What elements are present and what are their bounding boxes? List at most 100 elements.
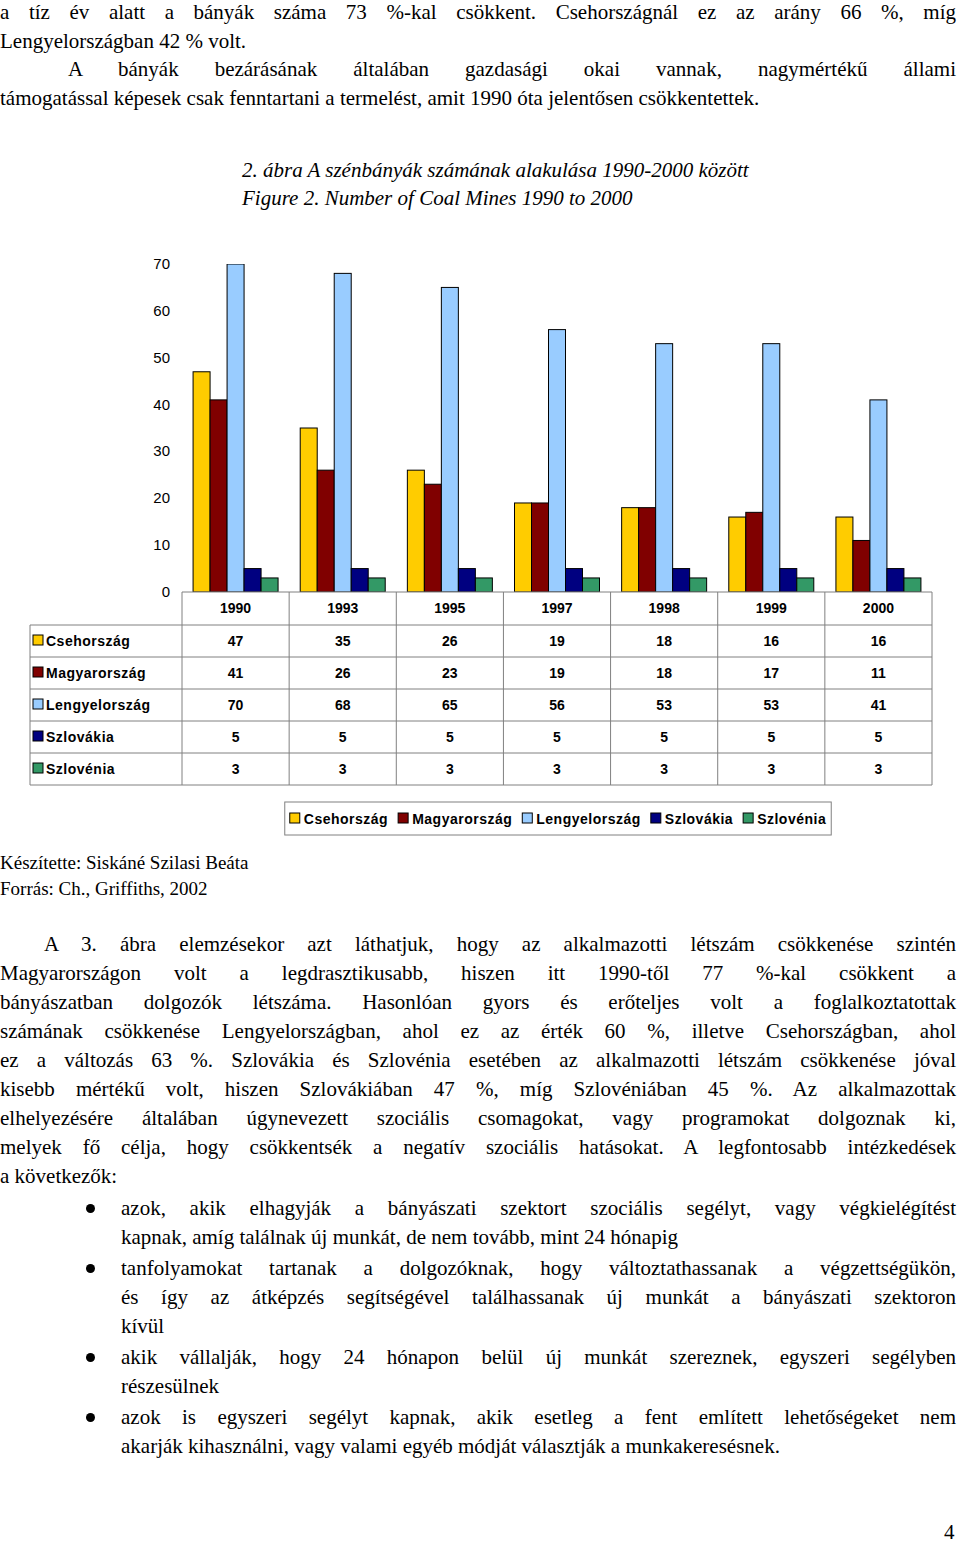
table-rule (30, 625, 932, 626)
table-value: 19 (549, 633, 565, 649)
bar (729, 517, 746, 592)
legend-label: Magyarország (412, 811, 512, 827)
bar (334, 273, 351, 592)
table-rule (182, 592, 183, 785)
table-value: 35 (335, 633, 351, 649)
bar (566, 569, 583, 592)
table-rule (932, 592, 933, 785)
table-value: 5 (446, 729, 454, 745)
text-line: számának csökkenése Lengyelországban, ah… (0, 1017, 956, 1046)
table-key (33, 699, 43, 709)
legend-label: Szlovákia (665, 811, 733, 827)
bar (368, 578, 385, 592)
bar (836, 517, 853, 592)
table-value: 11 (871, 665, 886, 681)
text-line: és így az átképzés segítségével találhas… (121, 1283, 956, 1312)
table-row-name: Szlovénia (46, 761, 115, 777)
bar (424, 484, 441, 592)
table-value: 18 (656, 633, 672, 649)
bar (870, 400, 887, 592)
table-value: 19 (549, 665, 565, 681)
x-tick-label: 1990 (220, 600, 251, 616)
x-tick-label: 2000 (863, 600, 894, 616)
table-value: 3 (339, 761, 347, 777)
bar (351, 569, 368, 592)
x-tick-label: 1995 (434, 600, 465, 616)
x-axis (182, 592, 932, 593)
table-value: 23 (442, 665, 458, 681)
text-line: ez a változás 63 %. Szlovákia és Szlovén… (0, 1046, 956, 1075)
legend-key (398, 813, 408, 823)
text-line: A bányák bezárásának általában gazdasági… (68, 55, 956, 84)
table-value: 5 (875, 729, 883, 745)
text-line: 4 (944, 1518, 955, 1543)
legend: CsehországMagyarországLengyelországSzlov… (285, 802, 831, 835)
table-rule (396, 592, 397, 785)
bullet (86, 1264, 95, 1273)
bars (193, 264, 921, 592)
table-value: 53 (763, 697, 779, 713)
table-value: 26 (335, 665, 351, 681)
table-value: 5 (553, 729, 561, 745)
bar (475, 578, 492, 592)
table-key (33, 763, 43, 773)
bar (549, 330, 566, 592)
bar (261, 578, 278, 592)
text-line: részesülnek (121, 1372, 956, 1401)
bar (407, 470, 424, 592)
table-value: 3 (446, 761, 454, 777)
table-rule (289, 592, 290, 785)
table-row-name: Lengyelország (46, 697, 151, 713)
bar (746, 512, 763, 592)
x-tick-label: 1999 (756, 600, 787, 616)
bar (887, 569, 904, 592)
bar (244, 569, 261, 592)
bullet (86, 1413, 95, 1422)
table-rule (30, 625, 31, 785)
table-value: 5 (232, 729, 240, 745)
table-rule (30, 657, 932, 658)
text-line: bányászatban dolgozók létszáma. Hasonlóa… (0, 988, 956, 1017)
table-value: 65 (442, 697, 458, 713)
table-rule (30, 753, 932, 754)
bar (458, 569, 475, 592)
y-tick-label: 40 (153, 396, 170, 413)
bullet (86, 1353, 95, 1362)
bar (763, 344, 780, 592)
text-line: Forrás: Ch., Griffiths, 2002 (0, 874, 208, 903)
table-rule (824, 592, 825, 785)
table-rule (30, 721, 932, 722)
bar (583, 578, 600, 592)
bullet (86, 1204, 95, 1213)
table-value: 5 (660, 729, 668, 745)
table-key (33, 635, 43, 645)
chart: 0102030405060701990199319951997199819992… (0, 0, 960, 860)
bar (656, 344, 673, 592)
legend-key (651, 813, 661, 823)
x-tick-label: 1993 (327, 600, 358, 616)
legend-label: Lengyelország (536, 811, 641, 827)
x-tick-label: 1998 (649, 600, 680, 616)
text-line: Lengyelországban 42 % volt. (0, 27, 956, 56)
text-line: Figure 2. Number of Coal Mines 1990 to 2… (242, 184, 633, 213)
table-value: 53 (656, 697, 672, 713)
legend-key (743, 813, 753, 823)
bar (300, 428, 317, 592)
text-line: akarják kihasználni, vagy valami egyéb m… (121, 1432, 956, 1461)
table-value: 26 (442, 633, 458, 649)
bar (622, 508, 639, 592)
text-line: a következők: (0, 1162, 956, 1191)
bar (780, 569, 797, 592)
legend-box (285, 802, 831, 835)
table-value: 68 (335, 697, 351, 713)
bar (639, 508, 656, 592)
x-tick-label: 1997 (541, 600, 572, 616)
text-line: 2. ábra A szénbányák számának alakulása … (242, 156, 749, 185)
legend-label: Szlovénia (757, 811, 826, 827)
bar (532, 503, 549, 592)
bar (515, 503, 532, 592)
table-rule (717, 592, 718, 785)
table-value: 70 (228, 697, 244, 713)
bar (797, 578, 814, 592)
text-line: azok, akik elhagyják a bányászati szekto… (121, 1194, 956, 1223)
